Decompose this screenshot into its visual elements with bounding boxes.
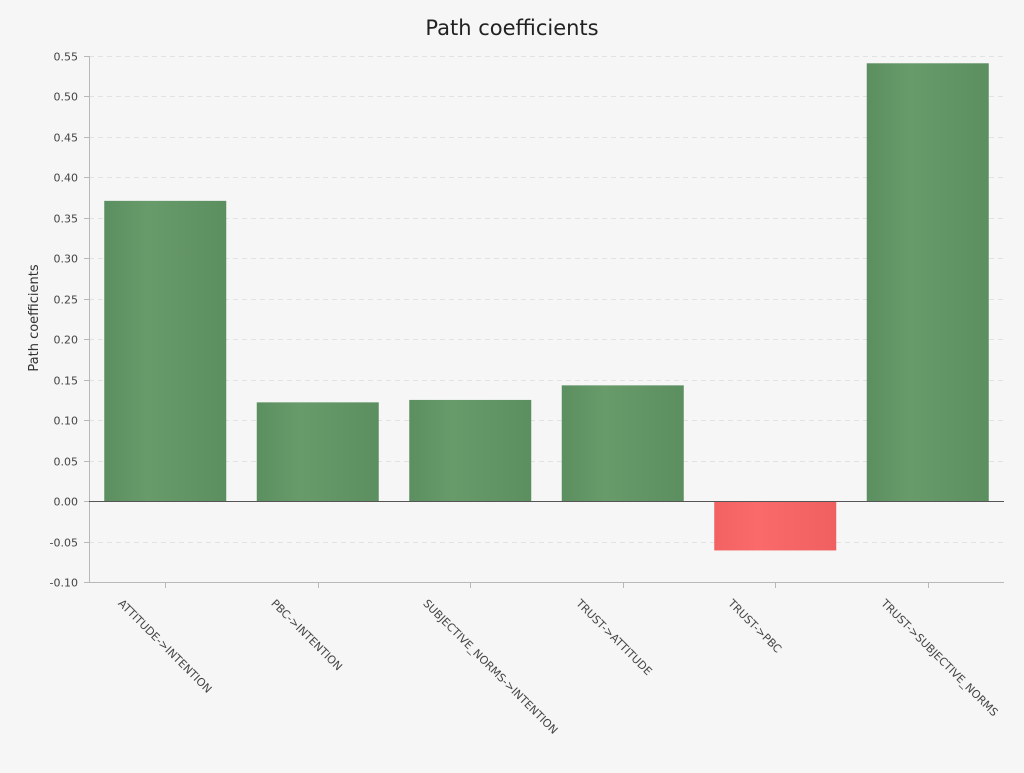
y-tick-label: 0.00 [54,496,79,509]
y-tick-label: 0.20 [54,334,79,347]
y-tick-label: 0.35 [54,213,79,226]
x-tick-label: TRUST->ATTITUDE [573,596,655,678]
x-tick-label: TRUST->PBC [725,596,785,656]
y-tick-labels: -0.10 -0.05 0.00 0.05 0.10 0.15 0.20 0.25 0.30 0.… [50,51,78,590]
bar[interactable] [256,402,379,502]
y-tick-label: 0.15 [54,375,79,388]
bar[interactable] [866,63,989,502]
x-tick-label: PBC->INTENTION [268,597,344,673]
axes [84,56,1004,588]
bar[interactable] [561,385,684,502]
bars [104,63,989,551]
x-tick-labels: ATTITUDE->INTENTION PBC->INTENTION SUBJECT… [115,596,1000,737]
y-tick-label: 0.30 [54,253,79,266]
y-tick-label: 0.55 [54,51,79,64]
y-tick-label: 0.10 [54,415,79,428]
y-tick-label: -0.05 [50,537,78,550]
y-tick-label: -0.10 [50,577,78,590]
bar[interactable] [104,200,227,502]
x-tick-label: ATTITUDE->INTENTION [115,597,214,696]
y-tick-label: 0.05 [54,456,79,469]
bar[interactable] [409,399,532,502]
y-tick-label: 0.50 [54,91,79,104]
bar[interactable] [714,501,837,551]
chart-title: Path coefficients [425,16,598,40]
y-tick-label: 0.40 [54,172,79,185]
y-axis-label: Path coefficients [27,264,42,371]
y-tick-label: 0.25 [54,294,79,307]
x-tick-label: TRUST->SUBJECTIVE_NORMS [878,596,1001,719]
x-tick-label: SUBJECTIVE_NORMS->INTENTION [420,597,560,737]
y-tick-label: 0.45 [54,132,79,145]
